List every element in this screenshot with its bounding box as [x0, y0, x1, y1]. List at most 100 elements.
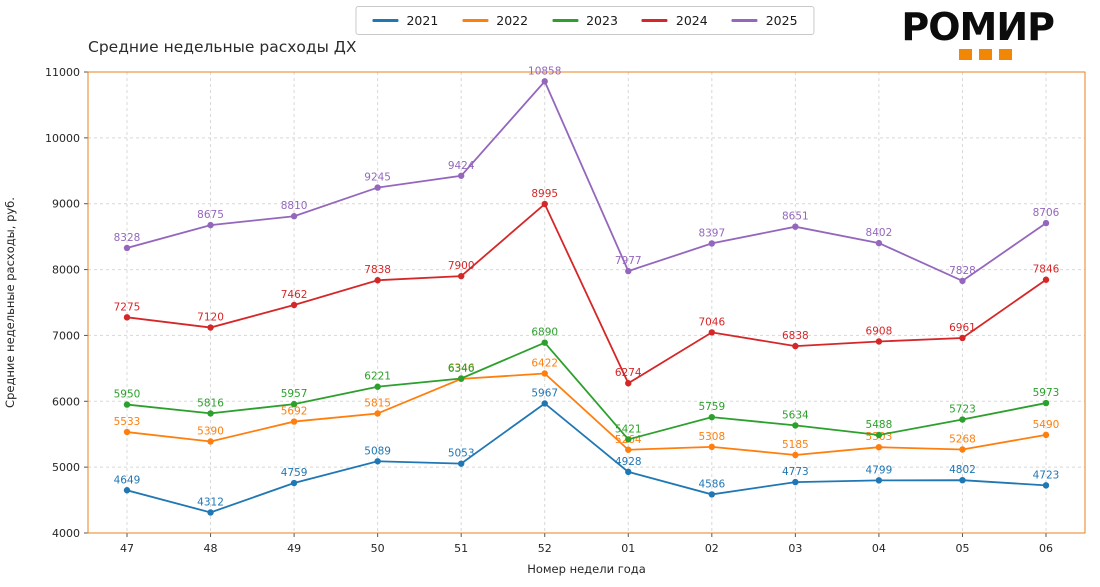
- data-point-2022: [374, 410, 381, 417]
- data-point-2023: [207, 410, 214, 417]
- x-tick-label: 01: [621, 542, 635, 555]
- data-point-label-2021: 5053: [448, 448, 475, 460]
- data-point-2022: [1042, 431, 1050, 439]
- data-point-2022: [708, 443, 716, 451]
- data-point-2023: [290, 400, 298, 408]
- data-point-2024: [207, 324, 214, 331]
- data-point-2024: [792, 342, 799, 350]
- data-point-2022: [959, 446, 966, 453]
- data-point-2025: [374, 184, 381, 191]
- data-point-2024: [875, 338, 883, 345]
- data-point-2022: [792, 451, 799, 459]
- data-point-2023: [374, 383, 381, 390]
- data-point-label-2022: 5533: [114, 416, 141, 428]
- y-tick-label: 6000: [52, 395, 80, 408]
- data-point-2021: [207, 509, 214, 516]
- data-point-2025: [541, 78, 548, 85]
- x-tick-label: 48: [204, 542, 218, 555]
- data-point-label-2025: 7977: [615, 255, 642, 267]
- data-point-label-2024: 6838: [782, 330, 809, 342]
- data-point-label-2023: 5723: [949, 404, 976, 416]
- series-line-2021: [126, 402, 1047, 514]
- x-tick-label: 49: [287, 542, 301, 555]
- data-point-label-2021: 4723: [1033, 469, 1060, 481]
- data-point-label-2021: 4802: [949, 464, 976, 476]
- x-tick-label: 50: [371, 542, 385, 555]
- data-point-label-2022: 5268: [949, 433, 976, 445]
- data-point-label-2023: 6221: [364, 371, 391, 383]
- data-point-label-2021: 4799: [866, 464, 893, 476]
- data-point-label-2022: 5815: [364, 397, 391, 409]
- data-point-label-2024: 7275: [114, 301, 141, 313]
- data-point-2023: [457, 375, 465, 382]
- x-tick-label: 05: [955, 542, 969, 555]
- data-point-2021: [959, 476, 966, 484]
- data-point-2023: [792, 422, 799, 429]
- data-point-2021: [290, 479, 298, 487]
- data-point-label-2024: 6908: [866, 325, 893, 337]
- chart-legend: 2021 2022 2023 2024 2025: [355, 6, 815, 35]
- legend-swatch-2023: [552, 19, 579, 22]
- y-tick-label: 5000: [52, 461, 80, 474]
- data-point-label-2025: 8651: [782, 211, 809, 223]
- data-point-2024: [290, 301, 298, 309]
- y-axis-title: Средние недельные расходы, руб.: [3, 197, 17, 408]
- legend-item-2021: 2021: [372, 13, 438, 28]
- data-point-label-2025: 8706: [1033, 207, 1060, 219]
- data-point-label-2021: 4773: [782, 466, 809, 478]
- data-point-label-2022: 5185: [782, 439, 809, 451]
- logo-accent-square: [999, 49, 1013, 60]
- data-point-label-2022: 6340: [448, 363, 475, 375]
- series-line-2024: [126, 202, 1047, 385]
- data-point-label-2024: 7120: [197, 312, 224, 324]
- legend-swatch-2025: [731, 19, 758, 22]
- y-tick-label: 11000: [45, 66, 80, 79]
- legend-swatch-2021: [372, 19, 399, 22]
- data-point-2023: [708, 413, 716, 421]
- legend-swatch-2024: [641, 19, 668, 22]
- data-point-label-2021: 4928: [615, 456, 642, 468]
- legend-label: 2022: [496, 13, 529, 28]
- data-point-label-2025: 9424: [448, 160, 475, 172]
- series-line-2022: [126, 372, 1047, 456]
- data-point-2021: [123, 487, 131, 494]
- y-tick-label: 7000: [52, 329, 80, 342]
- data-point-2024: [708, 329, 716, 336]
- data-point-label-2024: 8995: [531, 188, 558, 200]
- data-point-2021: [374, 458, 381, 465]
- data-point-2021: [1042, 482, 1050, 489]
- data-point-label-2024: 7900: [448, 260, 475, 272]
- data-point-2022: [207, 438, 214, 445]
- data-point-2021: [541, 400, 548, 407]
- data-point-2021: [457, 460, 465, 467]
- data-point-2021: [625, 468, 632, 476]
- data-point-label-2021: 4649: [114, 474, 141, 486]
- data-point-2022: [123, 428, 131, 436]
- data-point-2022: [625, 446, 632, 453]
- romir-logo: РОМИР: [901, 8, 1055, 60]
- data-point-label-2024: 6961: [949, 322, 976, 334]
- data-point-2025: [625, 267, 632, 275]
- x-tick-label: 51: [454, 542, 468, 555]
- y-tick-label: 10000: [45, 132, 80, 145]
- data-point-2024: [959, 334, 966, 342]
- series-line-2025: [126, 79, 1047, 282]
- data-point-label-2023: 5973: [1033, 387, 1060, 399]
- data-point-label-2024: 7462: [281, 289, 308, 301]
- x-tick-label: 47: [120, 542, 134, 555]
- data-point-label-2025: 8402: [866, 227, 893, 239]
- data-point-label-2024: 7046: [698, 316, 725, 328]
- data-point-2023: [541, 339, 548, 346]
- data-point-2024: [123, 314, 131, 321]
- legend-item-2024: 2024: [641, 13, 708, 28]
- data-point-label-2021: 4586: [698, 478, 725, 490]
- x-tick-label: 52: [538, 542, 552, 555]
- data-point-label-2023: 5759: [698, 401, 725, 413]
- x-tick-label: 03: [788, 542, 802, 555]
- data-point-2021: [875, 477, 883, 484]
- data-point-label-2022: 6422: [531, 357, 558, 369]
- data-point-2021: [792, 478, 799, 486]
- data-point-label-2023: 5950: [114, 389, 141, 401]
- data-point-label-2021: 5967: [531, 387, 558, 399]
